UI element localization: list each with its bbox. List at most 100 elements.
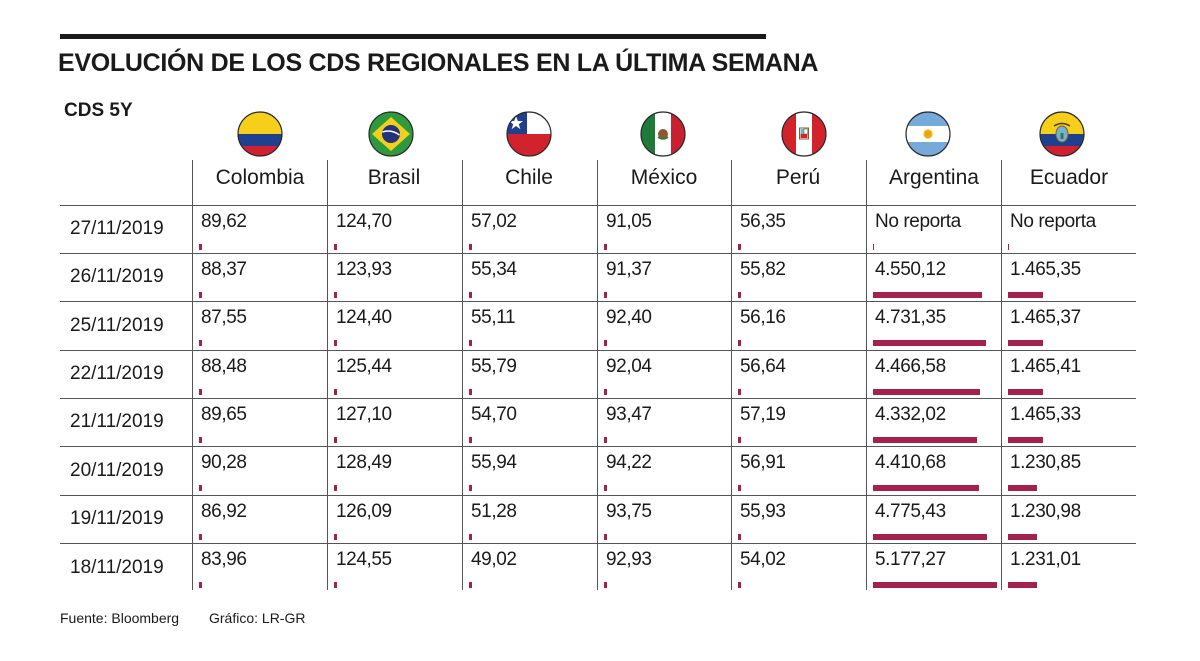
value-cell: 83,96 bbox=[201, 549, 247, 570]
column-divider bbox=[192, 160, 193, 590]
value-cell: 92,40 bbox=[606, 307, 652, 328]
value-bar bbox=[604, 582, 607, 588]
column-divider bbox=[1001, 160, 1002, 590]
value-bar bbox=[199, 340, 202, 346]
value-cell: 1.465,35 bbox=[1010, 259, 1081, 280]
value-cell: 92,93 bbox=[606, 549, 652, 570]
value-cell: 92,04 bbox=[606, 356, 652, 377]
argentina-flag-icon bbox=[905, 111, 951, 157]
value-cell: 55,34 bbox=[471, 259, 517, 280]
value-bar bbox=[604, 292, 607, 298]
value-cell: 5.177,27 bbox=[875, 549, 946, 570]
value-bar bbox=[334, 582, 337, 588]
brazil-flag-icon bbox=[368, 111, 414, 157]
value-cell: 57,02 bbox=[471, 211, 517, 232]
value-cell: 56,16 bbox=[740, 307, 786, 328]
value-bar bbox=[469, 534, 472, 540]
column-header-colombia: Colombia bbox=[215, 166, 305, 189]
date-label: 19/11/2019 bbox=[70, 508, 164, 529]
value-bar bbox=[1008, 244, 1009, 250]
value-cell: 125,44 bbox=[336, 356, 392, 377]
value-bar bbox=[199, 485, 202, 491]
value-cell: 4.410,68 bbox=[875, 452, 946, 473]
value-cell: 55,93 bbox=[740, 501, 786, 522]
value-cell: 88,37 bbox=[201, 259, 247, 280]
value-bar bbox=[604, 340, 607, 346]
value-cell: 124,70 bbox=[336, 211, 392, 232]
value-bar bbox=[334, 534, 337, 540]
value-cell: 90,28 bbox=[201, 452, 247, 473]
value-bar bbox=[873, 389, 980, 395]
value-cell: 93,47 bbox=[606, 404, 652, 425]
row-divider bbox=[60, 495, 1136, 496]
value-cell: 51,28 bbox=[471, 501, 517, 522]
value-cell: 56,35 bbox=[740, 211, 786, 232]
column-header-chile: Chile bbox=[505, 166, 553, 189]
value-bar bbox=[469, 437, 472, 443]
value-cell: 1.230,85 bbox=[1010, 452, 1081, 473]
value-bar bbox=[334, 244, 337, 250]
value-bar bbox=[604, 389, 607, 395]
value-cell: 1.465,33 bbox=[1010, 404, 1081, 425]
value-cell: 4.550,12 bbox=[875, 259, 946, 280]
graphic-credit: Gráfico: LR-GR bbox=[209, 610, 306, 626]
value-bar bbox=[738, 534, 741, 540]
value-cell: 88,48 bbox=[201, 356, 247, 377]
date-label: 27/11/2019 bbox=[70, 218, 164, 239]
mexico-flag-icon bbox=[640, 111, 686, 157]
value-cell: 4.731,35 bbox=[875, 307, 946, 328]
value-bar bbox=[469, 244, 472, 250]
ecuador-flag-icon bbox=[1039, 111, 1085, 157]
value-bar bbox=[334, 340, 337, 346]
value-cell: 1.230,98 bbox=[1010, 501, 1081, 522]
value-bar bbox=[469, 582, 472, 588]
value-bar bbox=[334, 485, 337, 491]
value-cell: 54,70 bbox=[471, 404, 517, 425]
date-label: 21/11/2019 bbox=[70, 411, 164, 432]
value-cell: 124,40 bbox=[336, 307, 392, 328]
peru-flag-icon bbox=[781, 111, 827, 157]
value-bar bbox=[1008, 485, 1037, 491]
value-bar bbox=[738, 582, 741, 588]
value-cell: 57,19 bbox=[740, 404, 786, 425]
value-cell: 1.465,41 bbox=[1010, 356, 1081, 377]
value-bar bbox=[469, 340, 472, 346]
column-divider bbox=[462, 160, 463, 590]
value-bar bbox=[873, 582, 997, 588]
row-divider bbox=[60, 350, 1136, 351]
value-bar bbox=[738, 340, 741, 346]
value-bar bbox=[1008, 582, 1037, 588]
value-cell: 89,65 bbox=[201, 404, 247, 425]
value-bar bbox=[199, 534, 202, 540]
row-divider bbox=[60, 253, 1136, 254]
value-cell: No reporta bbox=[875, 211, 961, 232]
chart-title: EVOLUCIÓN DE LOS CDS REGIONALES EN LA ÚL… bbox=[58, 49, 819, 77]
value-bar bbox=[738, 485, 741, 491]
value-bar bbox=[738, 389, 741, 395]
date-label: 26/11/2019 bbox=[70, 266, 164, 287]
value-bar bbox=[199, 292, 202, 298]
row-divider bbox=[60, 398, 1136, 399]
value-cell: 91,05 bbox=[606, 211, 652, 232]
value-bar bbox=[604, 485, 607, 491]
value-cell: 55,94 bbox=[471, 452, 517, 473]
value-bar bbox=[604, 534, 607, 540]
value-bar bbox=[873, 534, 987, 540]
value-bar bbox=[738, 437, 741, 443]
row-divider bbox=[60, 301, 1136, 302]
value-bar bbox=[199, 437, 202, 443]
value-cell: 93,75 bbox=[606, 501, 652, 522]
value-bar bbox=[873, 340, 986, 346]
column-divider bbox=[327, 160, 328, 590]
value-bar bbox=[1008, 437, 1043, 443]
value-cell: 126,09 bbox=[336, 501, 392, 522]
source-note: Fuente: Bloomberg bbox=[60, 610, 180, 626]
value-bar bbox=[873, 485, 979, 491]
value-cell: 54,02 bbox=[740, 549, 786, 570]
value-cell: 4.332,02 bbox=[875, 404, 946, 425]
row-divider bbox=[60, 205, 1136, 206]
value-cell: 89,62 bbox=[201, 211, 247, 232]
value-cell: 124,55 bbox=[336, 549, 392, 570]
value-bar bbox=[873, 244, 874, 250]
value-cell: 4.466,58 bbox=[875, 356, 946, 377]
